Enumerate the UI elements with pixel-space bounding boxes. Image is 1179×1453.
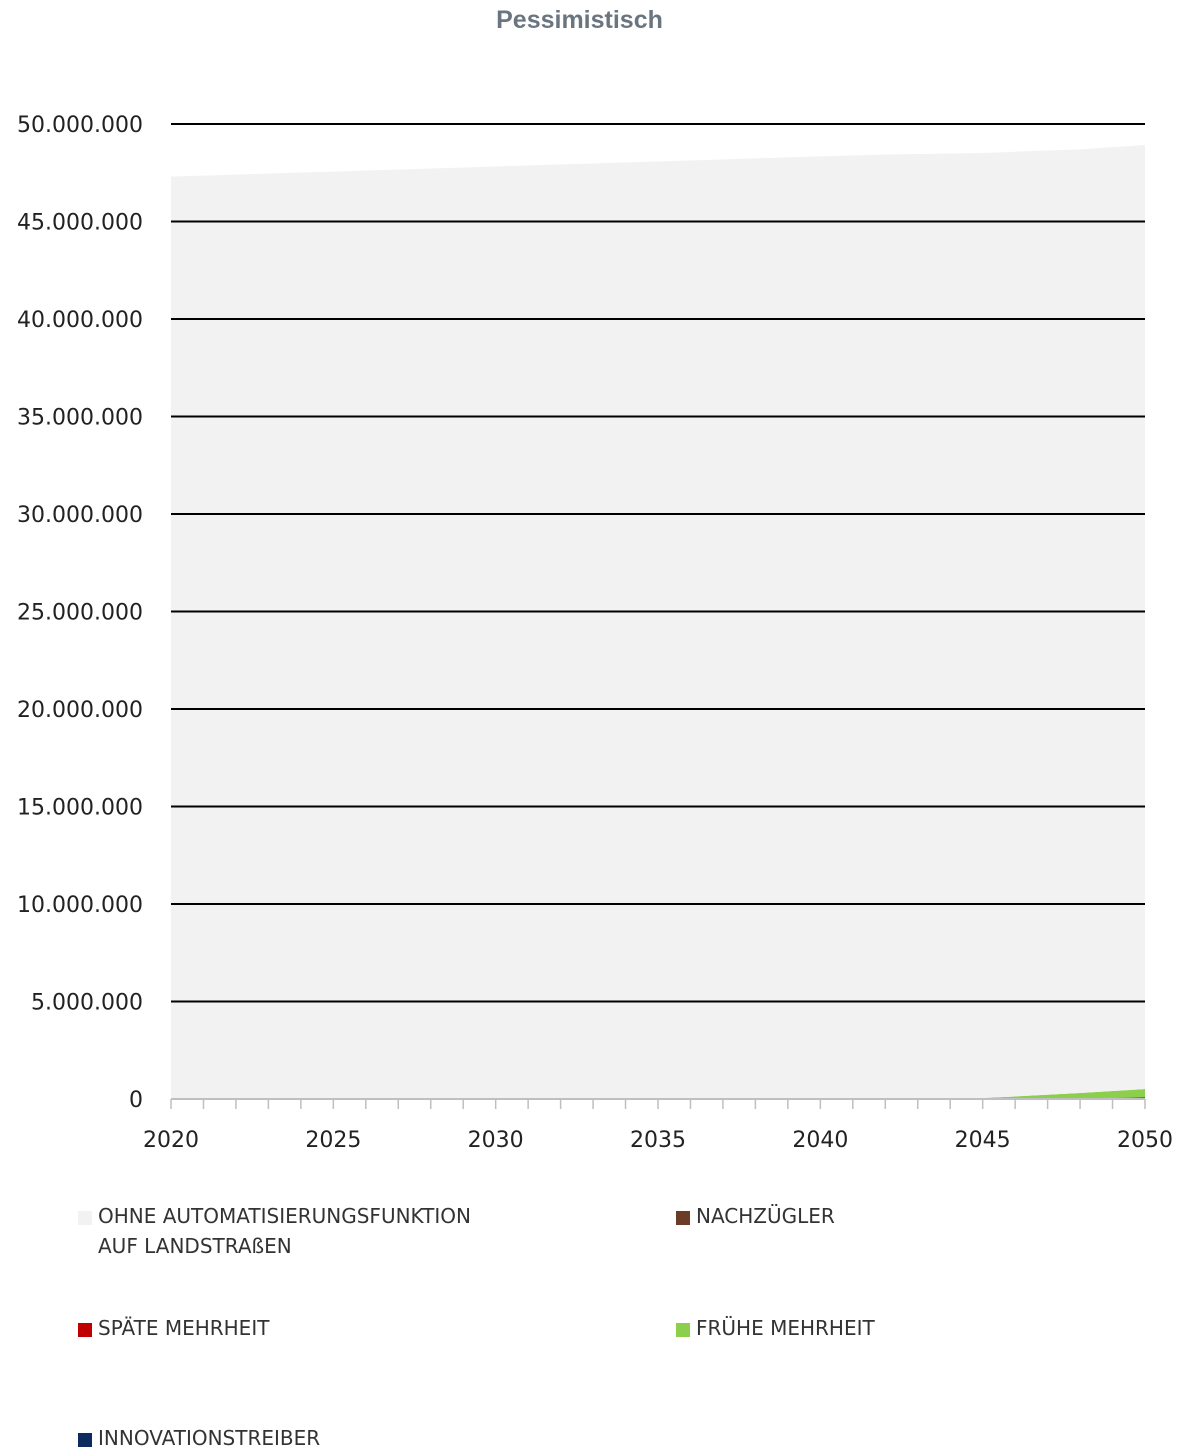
legend-item: SPÄTE MEHRHEIT (78, 1316, 269, 1343)
area-chart: 0 5.000.000 10.000.000 15.000.000 20.000.000… (17, 113, 1173, 1153)
x-tick-label: 2050 (1117, 1128, 1173, 1153)
legend-swatch (78, 1211, 92, 1225)
y-tick-label: 45.000.000 (17, 211, 143, 236)
y-tick-label: 40.000.000 (17, 308, 143, 333)
legend-label: INNOVATIONSTREIBER (98, 1426, 321, 1450)
legend-swatch (78, 1433, 92, 1447)
legend-label: OHNE AUTOMATISIERUNGSFUNKTION AUF LANDSTR… (98, 1204, 471, 1258)
legend-swatch (676, 1323, 690, 1337)
legend-swatch (676, 1211, 690, 1225)
area-series-4 (171, 144, 1145, 1099)
legend-label: SPÄTE MEHRHEIT (98, 1316, 270, 1340)
x-tick-label: 2035 (630, 1128, 686, 1153)
legend-item: INNOVATIONSTREIBER (78, 1426, 320, 1453)
legend-item: NACHZÜGLER (676, 1204, 835, 1231)
legend-label: FRÜHE MEHRHEIT (696, 1316, 875, 1340)
y-tick-label: 50.000.000 (17, 113, 143, 138)
x-tick-label: 2020 (143, 1128, 199, 1153)
legend-swatch (78, 1323, 92, 1337)
y-tick-label: 0 (129, 1088, 143, 1113)
x-tick-label: 2030 (468, 1128, 524, 1153)
chart-title: Pessimistisch (496, 6, 663, 34)
y-tick-label: 15.000.000 (17, 796, 143, 821)
y-tick-label: 10.000.000 (17, 893, 143, 918)
x-tick-label: 2045 (955, 1128, 1011, 1153)
legend-label: NACHZÜGLER (696, 1204, 835, 1228)
legend-item: FRÜHE MEHRHEIT (676, 1316, 875, 1343)
y-tick-label: 5.000.000 (31, 991, 143, 1016)
legend-item: OHNE AUTOMATISIERUNGSFUNKTION AUF LANDSTR… (78, 1204, 471, 1261)
x-tick-label: 2040 (792, 1128, 848, 1153)
y-tick-label: 35.000.000 (17, 406, 143, 431)
x-tick-label: 2025 (305, 1128, 361, 1153)
y-tick-label: 20.000.000 (17, 698, 143, 723)
y-tick-label: 30.000.000 (17, 503, 143, 528)
y-tick-label: 25.000.000 (17, 601, 143, 626)
